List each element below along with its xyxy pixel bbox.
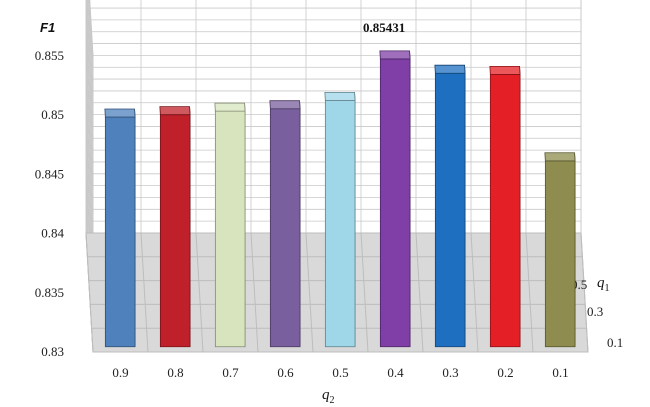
bar-front	[214, 110, 246, 348]
depth-axis-title: q1	[597, 275, 610, 294]
bar-top	[104, 108, 136, 118]
bar-q2-0.9	[104, 108, 136, 348]
bar-q2-0.1	[544, 152, 576, 348]
bar-q2-0.2	[489, 65, 521, 348]
x-tick-label: 0.9	[112, 365, 128, 380]
bar-front	[434, 72, 466, 348]
floor-gridline	[140, 232, 149, 353]
bar-front	[104, 116, 136, 348]
bar-top	[434, 64, 466, 74]
bar-top	[489, 65, 521, 75]
y-tick-label: 0.835	[35, 285, 64, 300]
depth-tick-label: 0.1	[607, 335, 623, 350]
bars	[104, 50, 576, 348]
x-tick-label: 0.5	[332, 365, 348, 380]
bar-top	[379, 50, 411, 60]
y-axis-ticks: 0.83 0.835 0.84 0.845 0.85 0.855	[35, 48, 65, 359]
floor-gridline	[250, 232, 259, 353]
floor-gridline	[470, 232, 479, 353]
x-tick-label: 0.4	[387, 365, 404, 380]
floor-gridline	[305, 232, 314, 353]
bar-front	[379, 58, 411, 348]
x-axis-ticks: 0.9 0.8 0.7 0.6 0.5 0.4 0.3 0.2 0.1	[112, 365, 568, 380]
bar-q2-0.8	[159, 106, 191, 348]
bar-q2-0.6	[269, 100, 301, 348]
x-tick-label: 0.8	[167, 365, 183, 380]
bar-front	[159, 114, 191, 348]
y-tick-label: 0.845	[35, 166, 64, 181]
x-tick-label: 0.1	[552, 365, 568, 380]
floor-gridline	[85, 232, 94, 353]
x-tick-label: 0.7	[222, 365, 239, 380]
bar-front	[269, 108, 301, 348]
depth-tick-label: 0.3	[587, 304, 603, 319]
y-tick-label: 0.83	[41, 344, 64, 359]
floor-gridline	[195, 232, 204, 353]
floor-gridline	[525, 232, 534, 353]
y-tick-label: 0.84	[41, 226, 64, 241]
y-axis-title: F1	[40, 20, 55, 35]
bar-top	[324, 92, 356, 101]
bar-front	[324, 100, 356, 348]
bar-top	[159, 106, 191, 116]
floor-gridline	[360, 232, 369, 353]
bar-front	[544, 160, 576, 348]
max-value-annotation: 0.85431	[363, 20, 405, 35]
floor-gridline	[580, 232, 589, 353]
bar-top	[214, 102, 246, 112]
bar-q2-0.4	[379, 50, 411, 348]
x-tick-label: 0.2	[497, 365, 513, 380]
bar-q2-0.5	[324, 92, 356, 348]
x-axis-title: q2	[322, 387, 335, 406]
bar-front	[489, 74, 521, 348]
x-tick-label: 0.3	[442, 365, 458, 380]
bar-q2-0.3	[434, 64, 466, 348]
bar-top	[544, 152, 576, 162]
x-tick-label: 0.6	[277, 365, 294, 380]
bar-top	[269, 100, 301, 110]
y-tick-label: 0.855	[35, 48, 64, 63]
floor-gridline	[415, 232, 424, 353]
y-tick-label: 0.85	[41, 107, 64, 122]
bar-q2-0.7	[214, 102, 246, 348]
